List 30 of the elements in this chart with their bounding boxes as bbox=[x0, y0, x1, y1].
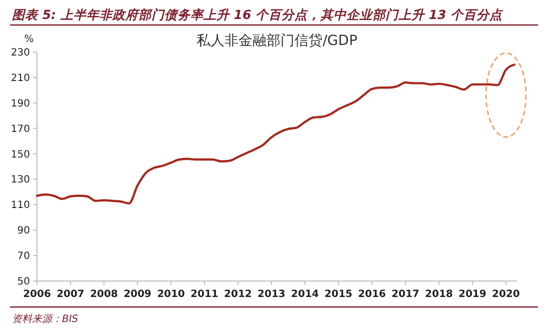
chart-subtitle: 私人非金融部门信贷/GDP bbox=[196, 33, 358, 49]
y-tick-label: 170 bbox=[10, 124, 30, 135]
y-tick-label: 110 bbox=[10, 200, 30, 212]
y-tick-label: 150 bbox=[10, 149, 30, 160]
x-tick-label: 2014 bbox=[291, 289, 319, 300]
x-tick-label: 2009 bbox=[124, 289, 152, 300]
x-tick-label: 2019 bbox=[458, 289, 486, 300]
y-tick-label: 90 bbox=[17, 226, 30, 237]
x-tick-label: 2012 bbox=[224, 289, 252, 300]
x-tick-label: 2010 bbox=[157, 289, 185, 300]
x-tick-label: 2017 bbox=[392, 289, 420, 300]
x-tick-label: 2006 bbox=[23, 289, 51, 300]
x-tick-label: 2020 bbox=[492, 289, 520, 300]
y-axis-title: % bbox=[24, 34, 34, 45]
y-tick-label: 70 bbox=[17, 251, 30, 262]
y-tick-label: 130 bbox=[10, 174, 30, 186]
x-tick-label: 2015 bbox=[324, 289, 352, 300]
x-tick-label: 2007 bbox=[56, 289, 84, 300]
x-tick-label: 2013 bbox=[258, 289, 286, 300]
y-tick-label: 210 bbox=[10, 72, 30, 84]
x-tick-label: 2011 bbox=[190, 289, 218, 300]
chart-title: 图表 5: 上半年非政府部门债务率上升 16 个百分点，其中企业部门上升 13 个百分点 bbox=[12, 7, 504, 22]
x-tick-label: 2016 bbox=[358, 289, 386, 300]
y-tick-label: 230 bbox=[10, 48, 30, 58]
x-tick-label: 2008 bbox=[90, 289, 118, 300]
y-tick-label: 190 bbox=[10, 98, 30, 110]
line-series bbox=[36, 64, 516, 204]
x-tick-label: 2018 bbox=[425, 289, 453, 300]
text: 资料来源：BIS bbox=[12, 313, 79, 325]
y-tick-label: 50 bbox=[17, 276, 30, 288]
